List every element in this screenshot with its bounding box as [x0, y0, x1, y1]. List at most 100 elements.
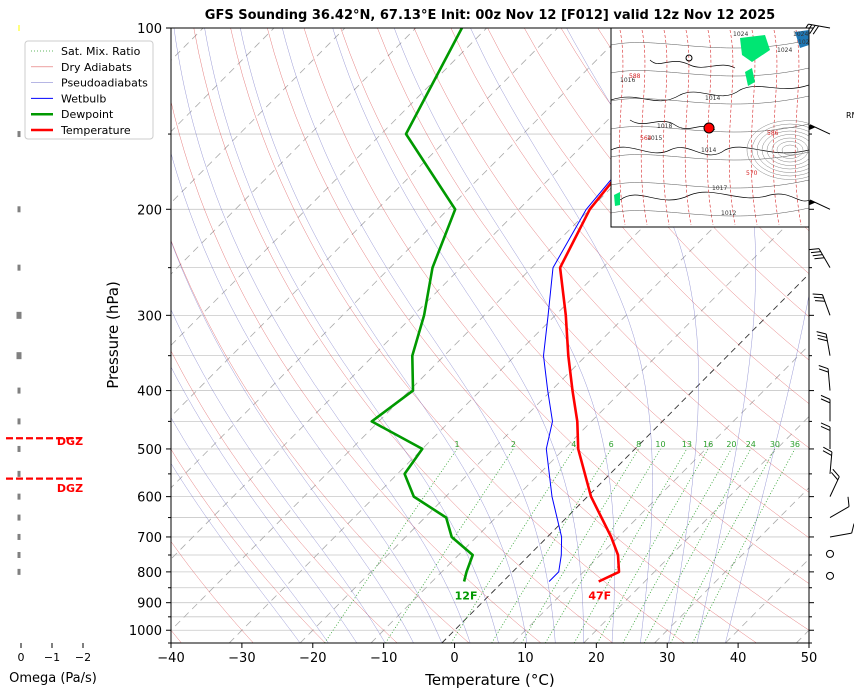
mixing-ratio-label: 24 — [746, 440, 756, 449]
map-contour-label: 570 — [746, 170, 758, 177]
mixing-ratio-line — [385, 448, 514, 643]
moist-adiabat — [171, 417, 329, 643]
x-tick-label: 50 — [801, 651, 818, 666]
moist-adiabat — [171, 366, 358, 643]
map-height-contour — [728, 29, 736, 226]
mixing-ratio-label: 6 — [609, 440, 614, 449]
isotherm — [171, 28, 417, 275]
map-contour-label: 1015 — [647, 135, 662, 142]
mixing-ratio-line — [545, 448, 661, 643]
moist-adiabat — [566, 28, 699, 643]
map-low-center — [781, 144, 799, 156]
mixing-ratio-label: 10 — [655, 440, 665, 449]
omega-panel: 0 −1 −2 — [6, 25, 91, 664]
legend-label: Dry Adiabats — [61, 61, 132, 74]
isotherm — [171, 28, 487, 346]
wind-barb — [829, 468, 840, 497]
mixing-ratio-line — [324, 448, 458, 643]
legend-label: Wetbulb — [61, 92, 106, 105]
y-tick-label: 1000 — [129, 624, 162, 639]
legend-label: Sat. Mix. Ratio — [61, 45, 141, 58]
wind-barbs — [802, 23, 854, 580]
map-low-center — [751, 123, 809, 177]
dry-adiabat — [524, 28, 809, 361]
axes: −40 −30 −20 −10 0 10 20 30 40 50 100 200 300 400 500 60… — [129, 22, 817, 666]
map-low-center — [761, 130, 809, 170]
isotherm — [441, 273, 809, 643]
wind-barb — [822, 446, 833, 474]
omega-bar — [17, 551, 21, 558]
omega-bar — [17, 387, 21, 394]
moist-adiabat — [282, 28, 556, 643]
mixing-ratio-line — [643, 448, 752, 643]
map-pressure-contour — [611, 207, 809, 217]
isotherm — [654, 487, 809, 643]
omega-bar — [16, 311, 22, 319]
map-contour-label: 1017 — [712, 185, 727, 192]
mixing-ratio-label: 13 — [682, 440, 692, 449]
omega-bar — [17, 568, 21, 575]
y-tick-label: 800 — [137, 566, 162, 581]
y-tick-label: 500 — [137, 443, 162, 458]
map-low-center — [756, 127, 809, 173]
map-height-contour — [684, 29, 692, 226]
dgz-label-top: DGZ — [57, 435, 83, 448]
omega-bar — [17, 418, 21, 425]
wind-barb — [816, 331, 831, 356]
mixing-ratio-label: 8 — [636, 440, 641, 449]
map-height-contour — [640, 29, 648, 226]
map-pressure-contour — [611, 95, 809, 105]
dry-adiabat — [340, 28, 809, 584]
moist-adiabat — [171, 308, 386, 643]
x-tick-label: −10 — [370, 651, 397, 666]
x-tick-label: 20 — [588, 651, 605, 666]
moist-adiabat — [725, 293, 809, 643]
map-pressure-contour — [611, 39, 809, 49]
isotherm — [171, 28, 275, 133]
wind-barb — [829, 523, 854, 538]
legend: Sat. Mix. Ratio Dry Adiabats Pseudoadiabat… — [24, 40, 154, 140]
map-precip-area — [745, 68, 755, 86]
dry-adiabat — [303, 28, 809, 631]
dry-adiabat — [487, 28, 809, 405]
x-tick-label: −40 — [157, 651, 184, 666]
map-contour-label: 1018 — [657, 123, 672, 130]
omega-bar — [17, 514, 21, 521]
map-height-contour — [706, 29, 714, 226]
dry-adiabat — [267, 28, 757, 643]
mixing-ratio-label: 2 — [511, 440, 516, 449]
plot-frame — [170, 27, 810, 644]
map-contour-label: 1014 — [701, 147, 716, 154]
map-coastline — [611, 84, 809, 102]
map-precip-area — [614, 192, 620, 206]
dry-adiabat — [377, 28, 809, 539]
mixing-ratio-label: 36 — [790, 440, 800, 449]
omega-bar — [17, 264, 21, 271]
moist-adiabat — [171, 462, 301, 643]
map-contour-label: 1024 — [777, 47, 792, 54]
mixing-ratio-line — [521, 448, 640, 643]
omega-tick-label: −1 — [44, 651, 60, 664]
mixing-ratio-line — [670, 448, 776, 643]
legend-label: Temperature — [60, 124, 131, 137]
sounding-location-marker — [703, 122, 715, 134]
wind-barb — [812, 293, 831, 316]
map-contour-label: 1014 — [705, 95, 720, 102]
mixing-ratio-label: 1 — [455, 440, 460, 449]
isotherm — [171, 28, 629, 489]
chart-title: GFS Sounding 36.42°N, 67.13°E Init: 00z … — [205, 8, 775, 23]
map-height-contour — [794, 29, 802, 226]
calm-wind-circle — [826, 549, 834, 558]
moist-adiabat — [332, 28, 584, 643]
isotherm — [512, 344, 809, 643]
y-tick-label: 300 — [137, 309, 162, 324]
map-low-center — [776, 141, 804, 159]
calm-wind-circle — [826, 571, 834, 580]
map-contour-label: 1025 — [798, 39, 813, 46]
map-height-contour — [662, 29, 670, 226]
profile-wetbulb — [543, 28, 692, 582]
isotherm — [583, 415, 809, 643]
mixing-ratio-line — [450, 448, 575, 643]
x-tick-label: 0 — [450, 651, 458, 666]
omega-bar — [17, 533, 21, 540]
